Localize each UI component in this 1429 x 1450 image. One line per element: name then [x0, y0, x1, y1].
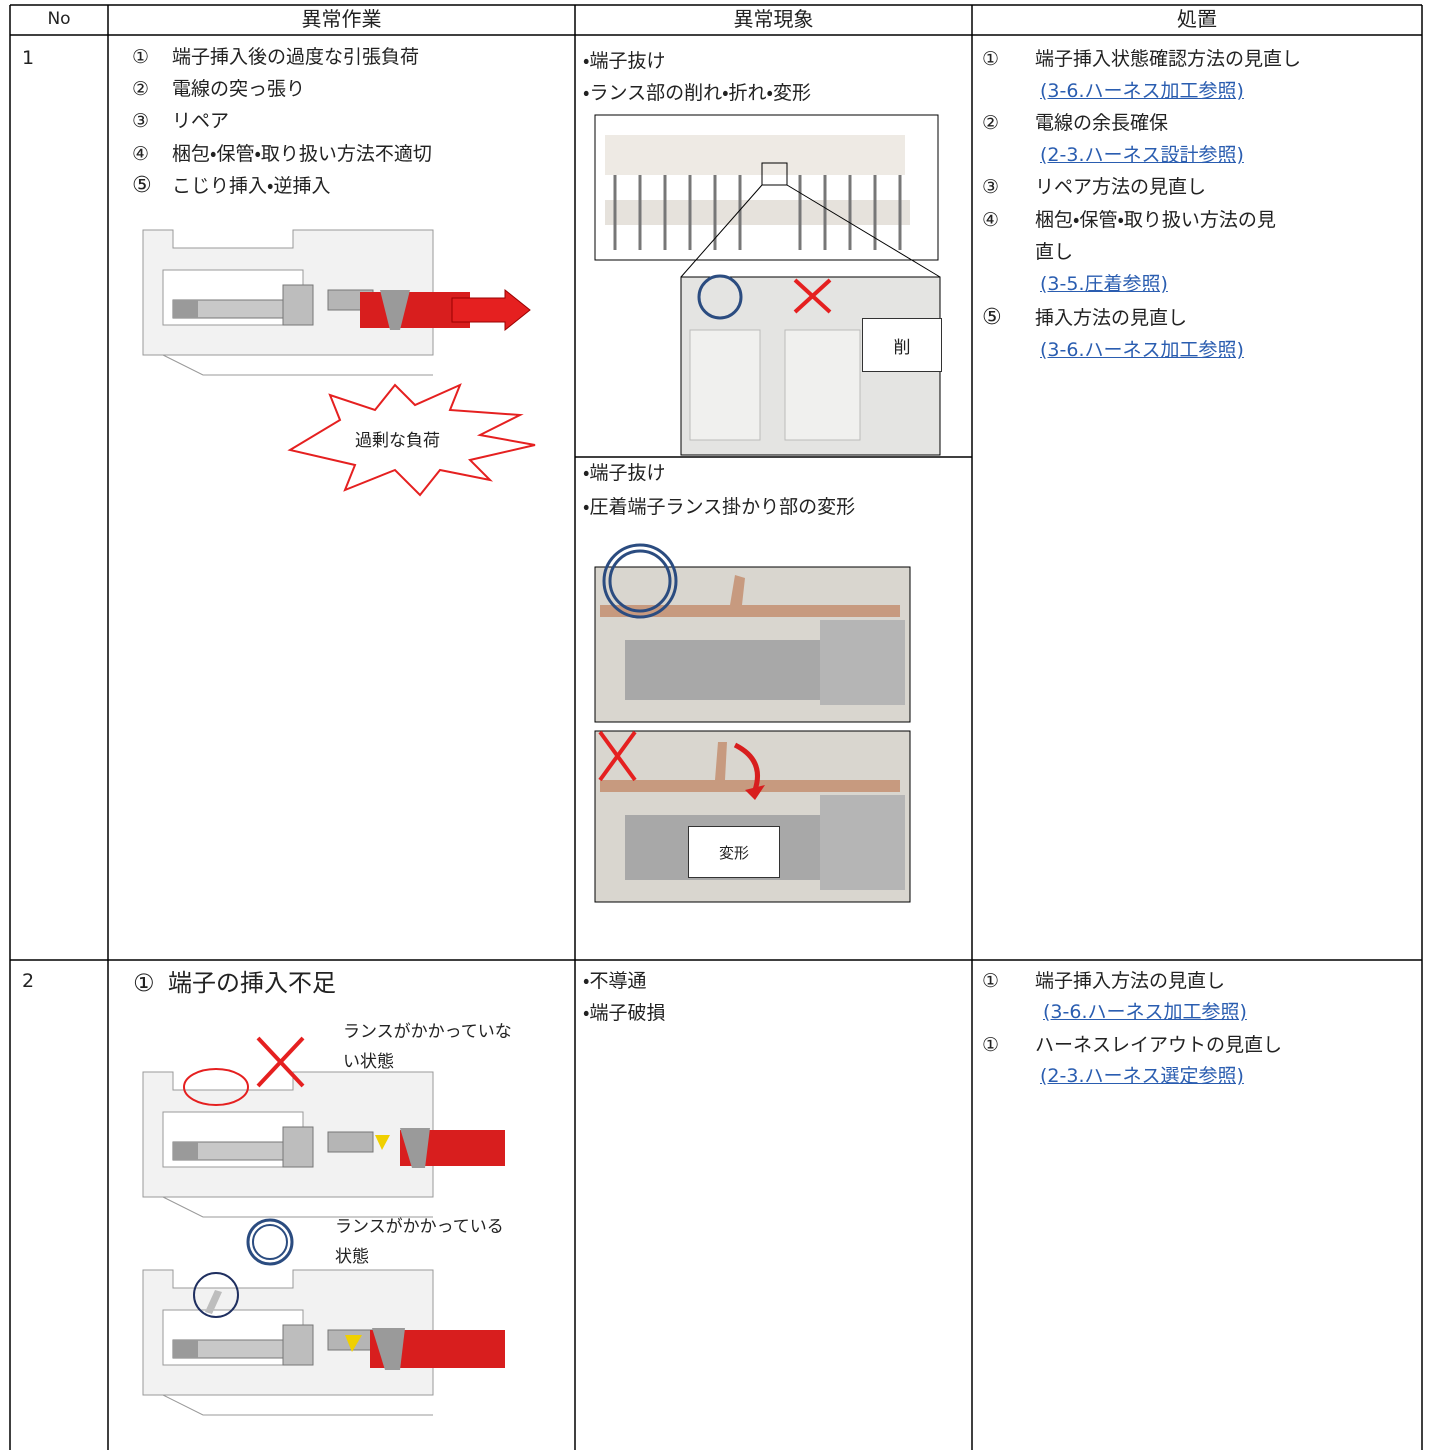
phenomenon: ・端子抜け — [583, 462, 666, 484]
row-no: 2 — [22, 970, 35, 992]
measure: 端子挿入状態確認方法の見直し — [1035, 48, 1302, 70]
marker: ① — [132, 46, 150, 68]
work-item: 端子の挿入不足 — [168, 969, 336, 997]
phenomenon: ・圧着端子ランス掛かり部の変形 — [583, 496, 856, 518]
phenomenon: ・端子破損 — [583, 1002, 666, 1024]
caption: 状態 — [335, 1247, 369, 1267]
figure-label: 変形 — [688, 826, 780, 878]
marker: ③ — [132, 110, 150, 132]
header-cell: 異常現象 — [733, 7, 814, 31]
marker: ① — [982, 1034, 1000, 1056]
measure: ハーネスレイアウトの見直し — [1035, 1034, 1283, 1056]
caption: ランスがかかっていな — [343, 1022, 512, 1042]
measure: 梱包・保管・取り扱い方法の見 — [1035, 209, 1276, 231]
marker: ② — [132, 78, 150, 100]
figure-label: 過剰な負荷 — [355, 431, 440, 451]
header-cell: 処置 — [1177, 7, 1217, 31]
header-cell: 異常作業 — [301, 7, 382, 31]
reference-link[interactable]: (2-3.ハーネス選定参照) — [1040, 1065, 1244, 1087]
header-cell: No — [47, 9, 71, 29]
marker: ① — [982, 48, 1000, 70]
measure: 電線の余長確保 — [1035, 112, 1169, 134]
marker: ⑤ — [982, 305, 1002, 330]
work-item: 端子挿入後の過度な引張負荷 — [172, 46, 420, 68]
measure: 直し — [1035, 241, 1074, 263]
reference-link[interactable]: (3-6.ハーネス加工参照) — [1040, 339, 1244, 361]
marker: ④ — [982, 209, 1000, 231]
caption: ランスがかかっている — [335, 1217, 504, 1237]
work-item: 梱包・保管・取り扱い方法不適切 — [172, 143, 432, 165]
reference-link[interactable]: (3-6.ハーネス加工参照) — [1040, 80, 1244, 102]
marker: ② — [982, 112, 1000, 134]
phenomenon: ・不導通 — [583, 970, 647, 992]
marker: ③ — [982, 176, 1000, 198]
marker: ① — [133, 969, 155, 997]
reference-link[interactable]: (3-5.圧着参照) — [1040, 273, 1168, 295]
marker: ④ — [132, 143, 150, 165]
reference-link[interactable]: (3-6.ハーネス加工参照) — [1043, 1001, 1247, 1023]
work-item: 電線の突っ張り — [172, 78, 306, 100]
measure: 挿入方法の見直し — [1035, 307, 1188, 329]
caption: い状態 — [343, 1052, 394, 1072]
measure: 端子挿入方法の見直し — [1035, 970, 1226, 992]
work-item: こじり挿入・逆挿入 — [172, 175, 331, 197]
marker: ⑤ — [132, 173, 152, 198]
marker: ① — [982, 970, 1000, 992]
phenomenon: ・ランス部の削れ・折れ・変形 — [583, 82, 812, 104]
measure: リペア方法の見直し — [1035, 176, 1207, 198]
reference-link[interactable]: (2-3.ハーネス設計参照) — [1040, 144, 1244, 166]
row-no: 1 — [22, 47, 35, 69]
figure-label: 削 — [862, 318, 942, 372]
work-item: リペア — [172, 110, 230, 132]
phenomenon: ・端子抜け — [583, 50, 666, 72]
